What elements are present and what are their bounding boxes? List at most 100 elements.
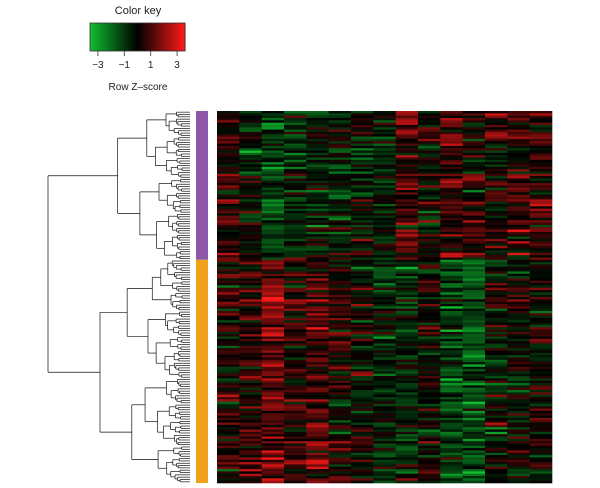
heatmap-cell [462, 394, 486, 398]
heatmap-cell [306, 403, 329, 407]
heatmap-cell [418, 145, 441, 149]
heatmap-cell [373, 187, 396, 191]
heatmap-cell [418, 117, 441, 121]
heatmap-cell [373, 310, 396, 314]
heatmap-cell [328, 197, 352, 200]
heatmap-cell [373, 178, 396, 182]
color-key-step [183, 23, 186, 51]
heatmap-cell [261, 287, 285, 291]
heatmap-cell [239, 417, 262, 421]
heatmap-cell [395, 310, 419, 314]
heatmap-cell [261, 324, 285, 328]
heatmap-cell [328, 443, 352, 447]
heatmap-cell [395, 390, 419, 393]
heatmap-cell [440, 204, 463, 207]
heatmap-cell [306, 173, 329, 177]
heatmap-cell [328, 111, 352, 114]
heatmap-cell [261, 276, 285, 279]
color-key: Color key −3 −1 1 3 Row Z–score [89, 5, 186, 93]
heatmap-cell [440, 136, 463, 140]
heatmap-cell [351, 471, 374, 475]
heatmap-cell [239, 143, 262, 147]
heatmap-cell [284, 445, 307, 449]
heatmap-cell [284, 362, 307, 365]
heatmap-cell [395, 129, 419, 133]
heatmap-cell [485, 190, 508, 193]
heatmap-cell [351, 427, 374, 430]
heatmap-cell [284, 408, 307, 412]
heatmap-cell [395, 441, 419, 444]
heatmap-cell [373, 364, 396, 368]
heatmap-cell [306, 252, 329, 256]
heatmap-cell [507, 294, 530, 298]
heatmap-cell [373, 392, 396, 395]
heatmap-cell [529, 350, 553, 354]
heatmap-cell [462, 269, 486, 272]
heatmap-cell [328, 276, 352, 279]
heatmap-cell [306, 329, 329, 333]
heatmap-cell [328, 422, 352, 426]
heatmap-cell [306, 322, 329, 326]
heatmap-cell [418, 436, 441, 440]
heatmap-cell [239, 159, 262, 163]
heatmap-cell [507, 208, 530, 212]
heatmap-cell [351, 173, 374, 177]
heatmap-cell [284, 364, 307, 368]
heatmap-cell [306, 443, 329, 447]
heatmap-cell [239, 264, 262, 268]
heatmap-cell [485, 464, 508, 468]
heatmap-cell [261, 371, 285, 375]
heatmap-cell [462, 422, 486, 426]
heatmap-cell [418, 385, 441, 388]
heatmap-cell [485, 301, 508, 305]
heatmap-cell [284, 250, 307, 254]
heatmap-cell [418, 434, 441, 437]
heatmap-cell [373, 459, 396, 463]
heatmap-cell [529, 206, 553, 209]
heatmap-cell [217, 176, 240, 179]
heatmap-cell [239, 406, 262, 409]
heatmap-cell [351, 129, 374, 133]
heatmap-cell [306, 241, 329, 244]
heatmap-cell [485, 434, 508, 437]
heatmap-cell [306, 208, 329, 212]
heatmap-cell [440, 269, 463, 272]
heatmap-cell [418, 480, 441, 484]
heatmap-cell [261, 331, 285, 335]
heatmap-cell [485, 406, 508, 409]
heatmap-cell [462, 424, 486, 428]
heatmap-cell [284, 285, 307, 289]
heatmap-cell [529, 413, 553, 416]
color-key-step [109, 23, 112, 51]
heatmap-cell [418, 222, 441, 226]
heatmap-cell [462, 264, 486, 268]
heatmap-cell [462, 313, 486, 316]
heatmap-cell [529, 329, 553, 333]
heatmap-cell [284, 173, 307, 177]
heatmap-cell [395, 157, 419, 161]
heatmap-cell [328, 476, 352, 479]
heatmap-cell [351, 466, 374, 470]
heatmap-cell [507, 320, 530, 323]
heatmap-cell [284, 294, 307, 298]
heatmap-cell [217, 127, 240, 130]
heatmap-cell [462, 287, 486, 291]
heatmap-cell [507, 292, 530, 295]
heatmap-cell [529, 457, 553, 461]
heatmap-cell [328, 317, 352, 321]
heatmap-cell [328, 373, 352, 377]
heatmap-cell [328, 336, 352, 340]
heatmap-cell [261, 122, 285, 126]
heatmap-cell [306, 429, 329, 433]
heatmap-cell [373, 431, 396, 435]
heatmap-cell [239, 306, 262, 309]
heatmap-cell [217, 441, 240, 444]
heatmap-cell [261, 271, 285, 275]
heatmap-cell [529, 394, 553, 398]
heatmap-cell [462, 127, 486, 130]
heatmap-cell [261, 185, 285, 189]
heatmap-cell [217, 273, 240, 277]
heatmap-cell [440, 169, 463, 172]
heatmap-cell [217, 190, 240, 193]
heatmap-cell [529, 424, 553, 428]
